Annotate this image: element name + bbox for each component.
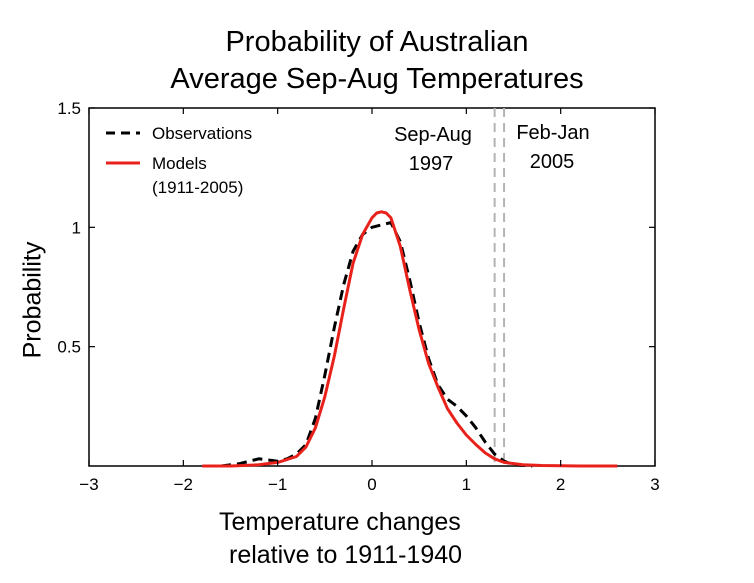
axis-ticks: −3 −2 −1 0 1 2 3 0.5 1 1.5 <box>57 99 659 494</box>
y-tick-label: 1 <box>72 218 81 237</box>
chart-title-line1: Probability of Australian <box>225 26 529 58</box>
annotation-feb-jan-line1: Feb-Jan <box>516 122 589 144</box>
y-axis-label: Probability <box>18 241 47 359</box>
annotation-feb-jan-line2: 2005 <box>530 151 575 173</box>
legend-label-models: Models <box>152 154 207 173</box>
series-line-observations <box>220 221 533 468</box>
chart-title-line2: Average Sep-Aug Temperatures <box>170 63 584 95</box>
y-tick-label: 1.5 <box>57 99 81 118</box>
x-tick-label: −3 <box>79 475 98 494</box>
vertical-markers <box>493 108 506 466</box>
x-tick-label: 2 <box>556 475 565 494</box>
series-lines <box>202 210 618 468</box>
x-tick-label: 1 <box>462 475 471 494</box>
x-axis-label-line1: Temperature changes <box>219 508 461 536</box>
x-tick-label: −2 <box>174 475 193 494</box>
x-tick-label: 3 <box>650 475 659 494</box>
x-tick-label: −1 <box>268 475 287 494</box>
annotation-sep-aug-line2: 1997 <box>409 153 454 175</box>
legend-label-models-period: (1911-2005) <box>152 178 243 197</box>
legend: Observations Models (1911-2005) <box>106 124 252 197</box>
x-tick-label: 0 <box>367 475 376 494</box>
annotation-sep-aug-line1: Sep-Aug <box>394 124 472 146</box>
series-line-models <box>202 210 618 468</box>
annotations: Sep-Aug 1997 Feb-Jan 2005 <box>394 122 590 175</box>
legend-label-observations: Observations <box>152 124 252 143</box>
y-tick-label: 0.5 <box>57 338 81 357</box>
x-axis-label-line2: relative to 1911-1940 <box>229 541 463 569</box>
